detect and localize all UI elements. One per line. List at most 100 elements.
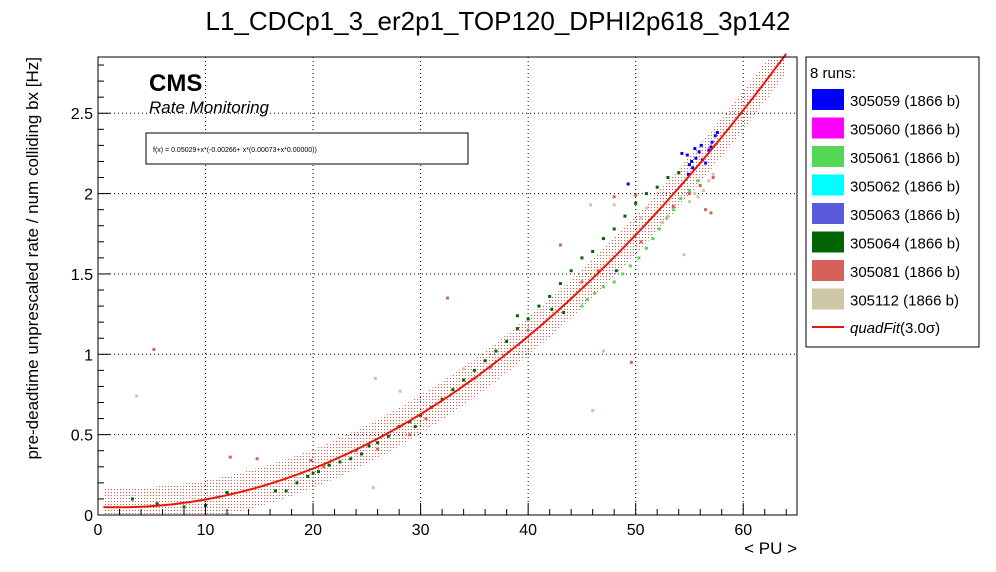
data-point	[367, 444, 371, 448]
data-point	[255, 457, 259, 461]
data-point	[550, 307, 554, 311]
data-point	[704, 161, 708, 165]
fit-curve	[103, 53, 788, 509]
data-point	[699, 143, 703, 147]
data-point	[580, 280, 584, 284]
data-point	[155, 502, 159, 506]
data-point	[537, 304, 541, 308]
data-point	[306, 474, 310, 478]
data-point	[686, 172, 690, 176]
data-point	[483, 359, 487, 363]
legend-label: 305081 (1866 b)	[850, 264, 960, 281]
data-point	[701, 188, 705, 192]
x-tick-label: 50	[627, 522, 645, 539]
data-point	[309, 458, 313, 462]
data-point	[665, 216, 669, 220]
data-point	[612, 195, 616, 199]
data-point	[623, 214, 627, 218]
data-point	[644, 192, 648, 196]
data-point	[398, 389, 402, 393]
data-point	[612, 227, 616, 231]
data-point	[327, 463, 331, 467]
data-point	[657, 227, 661, 231]
data-point	[655, 185, 659, 189]
x-tick-label: 0	[94, 522, 103, 539]
data-point	[601, 285, 605, 289]
data-point	[704, 208, 708, 212]
data-point	[273, 489, 277, 493]
legend-swatch	[812, 89, 844, 110]
data-point	[651, 237, 655, 241]
legend-swatch	[812, 288, 844, 310]
y-tick-label: 1	[84, 347, 93, 364]
data-point	[682, 253, 686, 257]
data-point	[284, 489, 288, 493]
legend-swatch	[812, 231, 844, 253]
data-point	[711, 176, 715, 180]
data-point	[612, 203, 616, 207]
legend-label: 305061 (1866 b)	[850, 150, 960, 167]
data-point	[671, 208, 675, 212]
data-point	[612, 280, 616, 284]
legend-header: 8 runs:	[810, 65, 856, 82]
data-point	[614, 269, 618, 273]
data-point	[596, 269, 600, 273]
data-point	[580, 256, 584, 260]
plot-frame	[97, 56, 798, 516]
y-tick-label: 2.5	[71, 106, 93, 123]
x-axis-label: < PU >	[744, 539, 797, 558]
data-point	[626, 182, 630, 186]
data-point	[316, 470, 320, 474]
data-point	[639, 216, 643, 220]
legend-label: 305059 (1866 b)	[850, 93, 960, 110]
data-point	[679, 196, 683, 200]
data-point	[451, 388, 455, 392]
data-point	[526, 317, 530, 321]
data-point	[322, 465, 326, 469]
y-tick-label: 0	[84, 508, 93, 525]
data-point	[707, 148, 711, 152]
legend-swatch	[812, 146, 844, 167]
data-point	[359, 452, 363, 456]
data-point	[696, 195, 700, 199]
legend-label: 305112 (1866 b)	[850, 293, 959, 310]
data-point	[526, 328, 530, 332]
data-point	[386, 434, 390, 438]
legend-label: 305063 (1866 b)	[850, 207, 960, 224]
legend: 8 runs: 305059 (1866 b) 305060 (1866 b) 30…	[805, 56, 980, 348]
data-point	[472, 368, 476, 372]
data-point	[413, 425, 417, 429]
y-axis-label: pre-deadtime unprescaled rate / num coll…	[23, 57, 42, 460]
y-tick-label: 1.5	[71, 267, 93, 284]
data-point	[687, 200, 691, 204]
data-point	[691, 166, 695, 170]
legend-fit-label: quadFit(3.0σ)	[850, 320, 940, 337]
data-point	[693, 192, 697, 196]
data-point	[548, 294, 552, 298]
data-point	[715, 131, 719, 135]
data-point	[354, 449, 358, 453]
data-point	[419, 413, 423, 417]
x-tick-label: 60	[734, 522, 752, 539]
data-point	[462, 378, 466, 382]
data-point	[515, 327, 519, 331]
data-point	[446, 296, 449, 300]
data-point	[593, 291, 597, 295]
data-point	[634, 201, 638, 205]
data-point	[585, 298, 589, 302]
data-point	[687, 192, 691, 196]
data-point	[644, 246, 648, 250]
chart-title: L1_CDCp1_3_er2p1_TOP120_DPHI2p618_3p142	[206, 6, 791, 36]
data-point	[637, 256, 641, 260]
rate-monitoring-label: Rate Monitoring	[149, 98, 270, 117]
data-point	[376, 447, 380, 451]
x-tick-label: 10	[197, 522, 215, 539]
x-tick-label: 30	[412, 522, 430, 539]
data-point	[569, 269, 573, 273]
legend-label: 305060 (1866 b)	[850, 122, 960, 139]
data-point	[182, 505, 186, 509]
data-point	[680, 151, 684, 155]
data-point	[693, 147, 697, 151]
data-point	[558, 243, 562, 247]
